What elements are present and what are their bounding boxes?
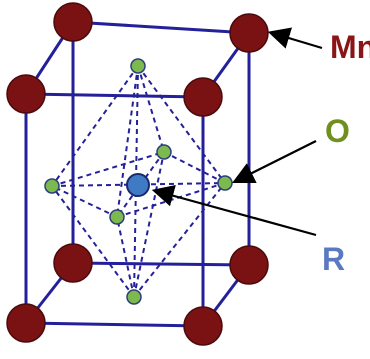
octa-bottom-3 xyxy=(133,182,226,298)
mn-atom xyxy=(229,13,269,53)
octa-top-1 xyxy=(51,65,139,187)
mn-atoms xyxy=(6,2,269,346)
o-atoms xyxy=(44,58,233,305)
octa-axis-horizontal xyxy=(51,182,226,187)
o-atom xyxy=(126,289,142,305)
octa-bottom-4 xyxy=(116,216,135,298)
r-atom xyxy=(126,173,150,197)
mn-arrow xyxy=(267,27,323,50)
o-atom xyxy=(156,144,172,160)
octa-axis-vertical xyxy=(133,65,139,298)
edge-back-top xyxy=(71,20,251,35)
octa-top-3 xyxy=(137,65,226,184)
pointer-arrows xyxy=(151,27,323,237)
mn-atom xyxy=(6,74,46,114)
mn-atom xyxy=(183,77,223,117)
mn-atom xyxy=(229,245,269,285)
octa-top-4 xyxy=(116,65,139,218)
mn-atom xyxy=(53,243,93,283)
mn-atom xyxy=(6,303,46,343)
edge-front-top xyxy=(24,92,205,99)
r-label: R xyxy=(322,241,345,277)
r-arrow xyxy=(151,185,317,237)
octa-ring-2 xyxy=(163,151,226,184)
octa-ring-4 xyxy=(51,185,118,218)
o-atom xyxy=(109,209,125,225)
o-arrow xyxy=(232,140,317,183)
mn-label: Mn xyxy=(330,29,370,65)
edge-back-bottom xyxy=(71,261,251,267)
o-atom xyxy=(217,175,233,191)
octa-top-2 xyxy=(137,65,165,153)
o-label: O xyxy=(325,113,350,149)
edge-front-bottom xyxy=(24,321,205,328)
o-atom xyxy=(44,178,60,194)
octa-bottom-2 xyxy=(133,151,165,298)
octa-ring-1 xyxy=(51,151,165,187)
mn-atom xyxy=(183,306,223,346)
mn-atom xyxy=(53,2,93,42)
o-atom xyxy=(130,58,146,74)
